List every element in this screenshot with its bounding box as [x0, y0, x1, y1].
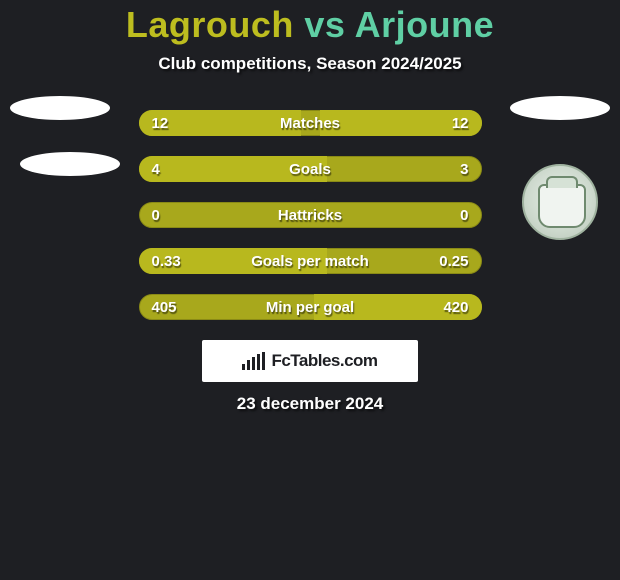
vs-text: vs [304, 4, 345, 45]
stat-label: Goals per match [140, 249, 481, 275]
brand-box: FcTables.com [202, 340, 418, 382]
player1-avatar-bottom [20, 152, 120, 202]
stat-label: Min per goal [140, 295, 481, 321]
stats-area: 12Matches12 4Goals3 0Hattricks0 0.33Goals p… [0, 110, 620, 320]
player1-name: Lagrouch [126, 4, 294, 45]
stat-row: 405Min per goal420 [139, 294, 482, 320]
stat-row: 0.33Goals per match0.25 [139, 248, 482, 274]
stat-value-right: 0.25 [439, 249, 468, 275]
stat-label: Hattricks [140, 203, 481, 229]
stat-value-right: 0 [460, 203, 468, 229]
subtitle: Club competitions, Season 2024/2025 [0, 54, 620, 74]
stat-value-right: 420 [443, 295, 468, 321]
stat-label: Matches [140, 111, 481, 137]
player1-avatar-top [10, 96, 110, 146]
stat-label: Goals [140, 157, 481, 183]
comparison-card: Lagrouch vs Arjoune Club competitions, S… [0, 0, 620, 580]
date-text: 23 december 2024 [0, 394, 620, 414]
player2-avatar-top [510, 96, 610, 146]
brand-text: FcTables.com [271, 351, 377, 371]
page-title: Lagrouch vs Arjoune [0, 4, 620, 46]
player2-club-crest [522, 164, 598, 240]
stat-value-right: 12 [452, 111, 469, 137]
stat-row: 4Goals3 [139, 156, 482, 182]
stat-row: 12Matches12 [139, 110, 482, 136]
stat-value-right: 3 [460, 157, 468, 183]
brand-bars-icon [242, 352, 265, 370]
stat-row: 0Hattricks0 [139, 202, 482, 228]
player2-name: Arjoune [355, 4, 495, 45]
